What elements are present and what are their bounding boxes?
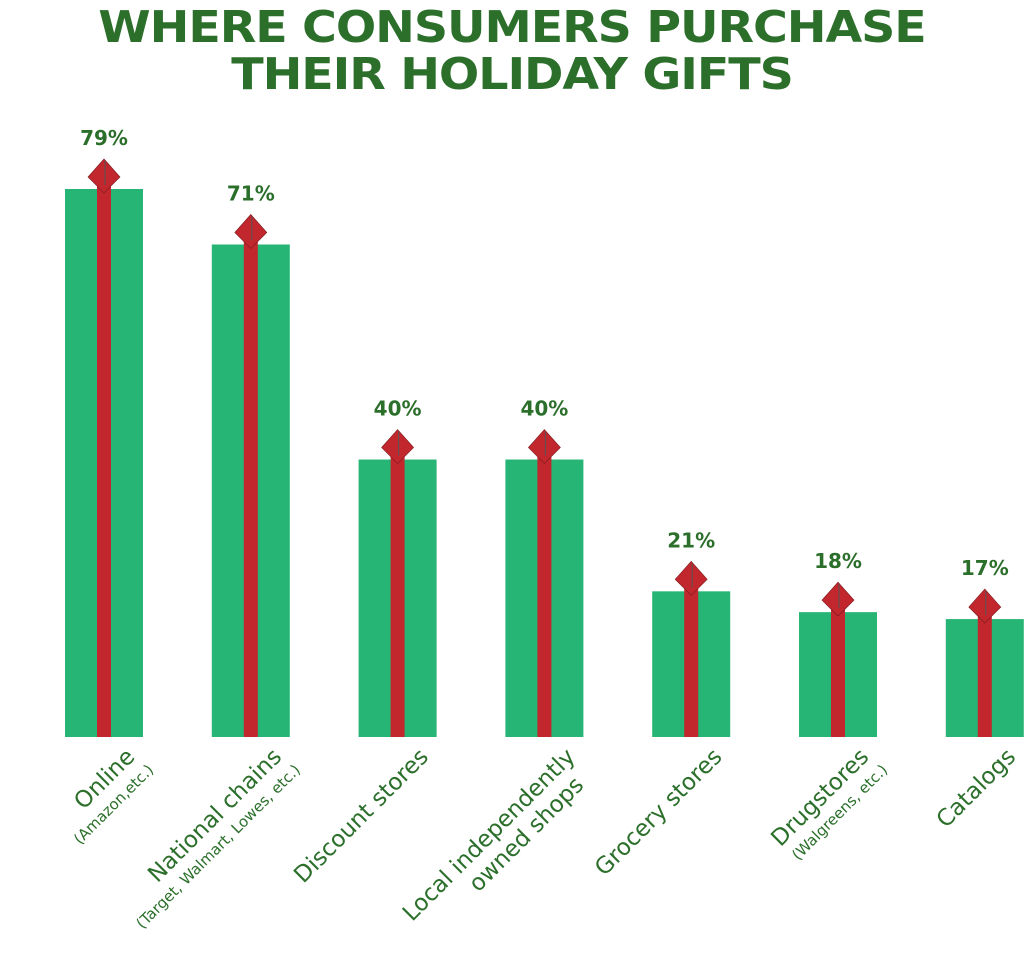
data-label: 17% [961, 556, 1009, 580]
chart-title: WHERE CONSUMERS PURCHASE THEIR HOLIDAY G… [0, 4, 1024, 98]
category-label: Catalogs [932, 744, 1021, 833]
bar-group: 21% [652, 528, 731, 737]
data-label: 79% [80, 126, 128, 150]
ribbon [684, 583, 699, 737]
x-tick-label: Grocery stores [590, 744, 727, 881]
data-label: 40% [520, 397, 568, 421]
bow-icon [674, 560, 708, 596]
ribbon [831, 604, 845, 737]
bar-group: 40% [505, 397, 584, 737]
bow-icon [87, 158, 121, 194]
data-label: 18% [814, 549, 862, 573]
title-line-1: WHERE CONSUMERS PURCHASE [98, 2, 926, 53]
bar-group: 71% [211, 181, 290, 738]
data-label: 71% [227, 181, 275, 205]
ribbon [97, 181, 111, 737]
ribbon [243, 236, 258, 738]
category-sublabel: (Target, Walmart, Lowes, etc.) [133, 761, 304, 932]
bar-group: 40% [358, 397, 437, 737]
ribbon [537, 451, 552, 737]
bar-group: 79% [65, 126, 143, 737]
category-label: National chains [143, 744, 287, 888]
category-label: Local independently [398, 744, 581, 927]
category-label: Grocery stores [590, 744, 727, 881]
bow-icon [527, 429, 561, 464]
bar-group: 18% [799, 549, 877, 737]
bow-icon [381, 429, 415, 464]
ribbon [390, 451, 405, 737]
ribbon [977, 611, 992, 737]
bar-group: 17% [945, 556, 1024, 737]
data-label: 21% [667, 528, 715, 552]
category-label: Discount stores [289, 744, 434, 889]
data-label: 40% [374, 397, 422, 421]
title-line-2: THEIR HOLIDAY GIFTS [231, 49, 794, 100]
bow-icon [234, 214, 268, 249]
bow-icon [968, 588, 1002, 624]
x-tick-label: Online(Amazon,etc.) [69, 744, 157, 848]
bow-icon [821, 581, 855, 617]
x-tick-label: Drugstores(Walgreens, etc.) [766, 744, 891, 864]
x-tick-label: Discount stores [289, 744, 434, 889]
x-tick-label: Catalogs [932, 744, 1021, 833]
